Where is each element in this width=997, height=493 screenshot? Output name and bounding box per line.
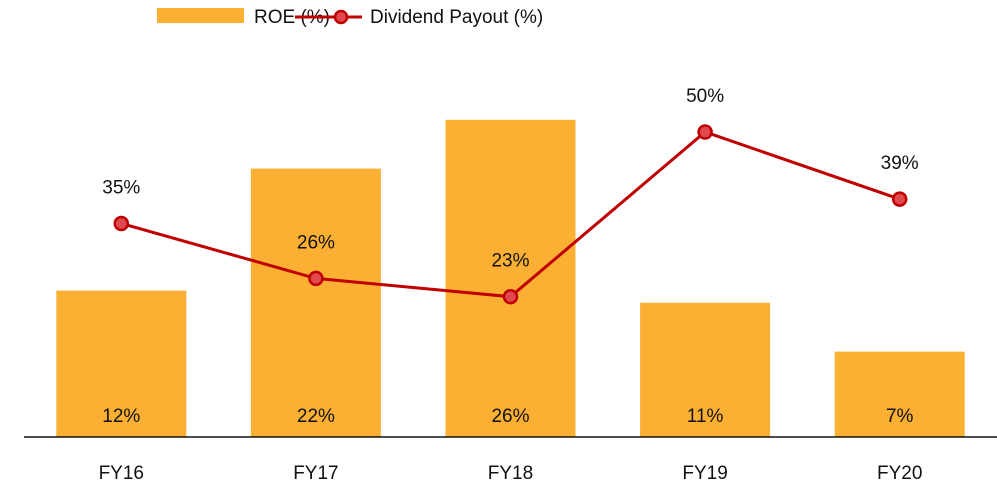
bar-value-label: 26% bbox=[491, 406, 529, 427]
bar bbox=[250, 168, 381, 437]
x-tick-label: FY17 bbox=[293, 463, 338, 484]
legend-swatch bbox=[157, 8, 244, 23]
line-marker bbox=[502, 288, 519, 305]
legend-label: Dividend Payout (%) bbox=[370, 7, 543, 28]
bar bbox=[56, 290, 187, 437]
line-value-label: 50% bbox=[686, 86, 724, 107]
bar-value-label: 11% bbox=[687, 406, 724, 427]
line-marker bbox=[113, 215, 130, 232]
line-value-label: 39% bbox=[881, 153, 919, 174]
line-marker bbox=[891, 191, 908, 207]
x-tick-label: FY18 bbox=[488, 463, 533, 484]
x-tick-label: FY20 bbox=[877, 463, 922, 484]
bar-value-label: 7% bbox=[886, 406, 914, 427]
line-marker bbox=[308, 270, 324, 287]
x-tick-label: FY19 bbox=[682, 463, 727, 484]
bar bbox=[834, 351, 965, 437]
line-value-label: 23% bbox=[491, 251, 529, 272]
bar-value-label: 12% bbox=[102, 406, 140, 427]
x-tick-label: FY16 bbox=[99, 463, 144, 484]
line-value-label: 26% bbox=[297, 232, 335, 253]
bar bbox=[445, 119, 576, 438]
line-marker bbox=[697, 124, 713, 140]
legend-marker bbox=[333, 9, 349, 25]
bar-value-label: 22% bbox=[297, 406, 335, 427]
line-value-label: 35% bbox=[102, 178, 140, 199]
legend-label: ROE (%) bbox=[254, 7, 330, 28]
bar bbox=[640, 302, 771, 437]
